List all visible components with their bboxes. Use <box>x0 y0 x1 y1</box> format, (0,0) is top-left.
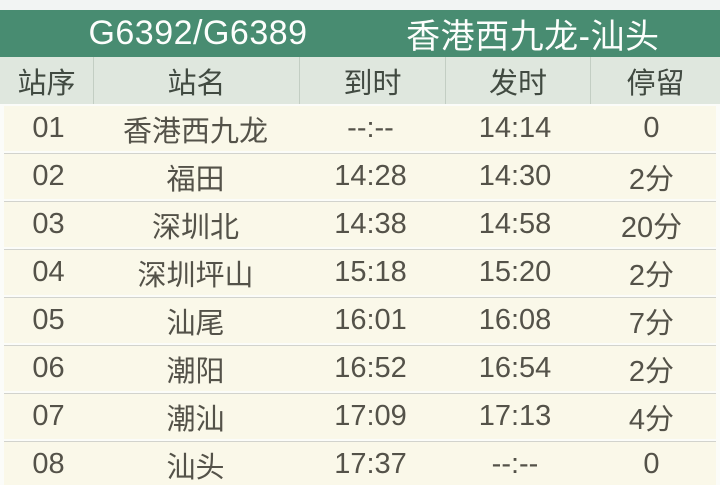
cell-station-name: 潮阳 <box>166 355 225 388</box>
cell-station-name: 汕尾 <box>166 307 225 340</box>
status-strip <box>0 0 720 10</box>
table-row[interactable]: 03 深圳北 14:38 14:58 20分 <box>4 201 716 247</box>
cell-stop-duration: 2分 <box>628 355 675 388</box>
cell-stop-duration: 4分 <box>628 403 675 436</box>
table-row[interactable]: 05 汕尾 16:01 16:08 7分 <box>4 297 716 343</box>
cell-station-seq: 04 <box>32 256 65 288</box>
cell-departure-time: 17:13 <box>478 400 552 432</box>
cell-departure-time: 16:54 <box>478 352 552 384</box>
table-row[interactable]: 02 福田 14:28 14:30 2分 <box>4 153 716 199</box>
table-row[interactable]: 04 深圳坪山 15:18 15:20 2分 <box>4 249 716 295</box>
timetable-body: 01 香港西九龙 --:-- 14:14 0 02 福田 14:28 14:30… <box>0 106 720 485</box>
table-row[interactable]: 08 汕头 17:37 --:-- 0 <box>4 441 716 485</box>
column-header-station-name: 站名 <box>93 57 299 104</box>
cell-station-seq: 02 <box>32 160 65 192</box>
cell-station-name: 福田 <box>166 163 225 196</box>
cell-stop-duration: 0 <box>643 448 660 480</box>
table-row[interactable]: 07 潮汕 17:09 17:13 4分 <box>4 393 716 439</box>
route-title: 香港西九龙-汕头 <box>406 18 660 56</box>
cell-arrival-time: 15:18 <box>334 256 407 288</box>
table-row[interactable]: 01 香港西九龙 --:-- 14:14 0 <box>4 106 716 151</box>
cell-stop-duration: 20分 <box>620 211 683 244</box>
column-header-stop-duration: 停留 <box>590 57 720 104</box>
cell-departure-time: 14:14 <box>478 112 552 144</box>
cell-arrival-time: 17:09 <box>334 400 407 432</box>
cell-station-seq: 01 <box>32 112 65 144</box>
column-header-seq: 站序 <box>17 67 76 100</box>
cell-station-name: 汕头 <box>166 451 225 484</box>
cell-arrival-time: 14:28 <box>334 160 407 192</box>
cell-station-seq: 05 <box>32 304 65 336</box>
cell-arrival-time: 16:52 <box>334 352 407 384</box>
cell-station-seq: 07 <box>32 400 65 432</box>
cell-departure-time: 14:58 <box>478 208 552 240</box>
cell-stop-duration: 2分 <box>628 163 675 196</box>
column-header-departure-time: 发时 <box>445 57 590 104</box>
cell-station-seq: 03 <box>32 208 65 240</box>
cell-arrival-time: 14:38 <box>334 208 407 240</box>
column-header-arrival-time: 到时 <box>299 57 445 104</box>
cell-arrival-time: 17:37 <box>334 448 407 480</box>
cell-stop-duration: 2分 <box>628 259 675 292</box>
cell-departure-time: 14:30 <box>478 160 552 192</box>
table-row[interactable]: 06 潮阳 16:52 16:54 2分 <box>4 345 716 391</box>
cell-station-seq: 06 <box>32 352 65 384</box>
cell-station-seq: 08 <box>32 448 65 480</box>
cell-station-name: 潮汕 <box>166 403 225 436</box>
cell-stop-duration: 0 <box>643 112 660 144</box>
train-number: G6392/G6389 <box>88 14 308 52</box>
cell-departure-time: 15:20 <box>478 256 552 288</box>
title-bar: G6392/G6389 香港西九龙-汕头 <box>0 10 720 57</box>
cell-departure-time: --:-- <box>491 448 539 480</box>
cell-arrival-time: 16:01 <box>334 304 407 336</box>
cell-station-name: 深圳坪山 <box>137 259 254 292</box>
cell-departure-time: 16:08 <box>478 304 552 336</box>
cell-station-name: 深圳北 <box>151 211 239 244</box>
cell-stop-duration: 7分 <box>628 307 675 340</box>
cell-arrival-time: --:-- <box>347 112 394 144</box>
table-header-row: 站序 站名 到时 发时 停留 <box>0 57 720 106</box>
cell-station-name: 香港西九龙 <box>122 115 268 148</box>
